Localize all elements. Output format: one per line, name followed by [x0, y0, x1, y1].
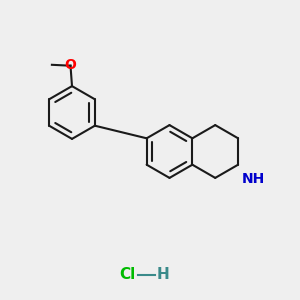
Text: O: O: [64, 58, 76, 72]
Text: NH: NH: [242, 172, 265, 186]
Text: H: H: [157, 267, 170, 282]
Text: Cl: Cl: [119, 267, 135, 282]
